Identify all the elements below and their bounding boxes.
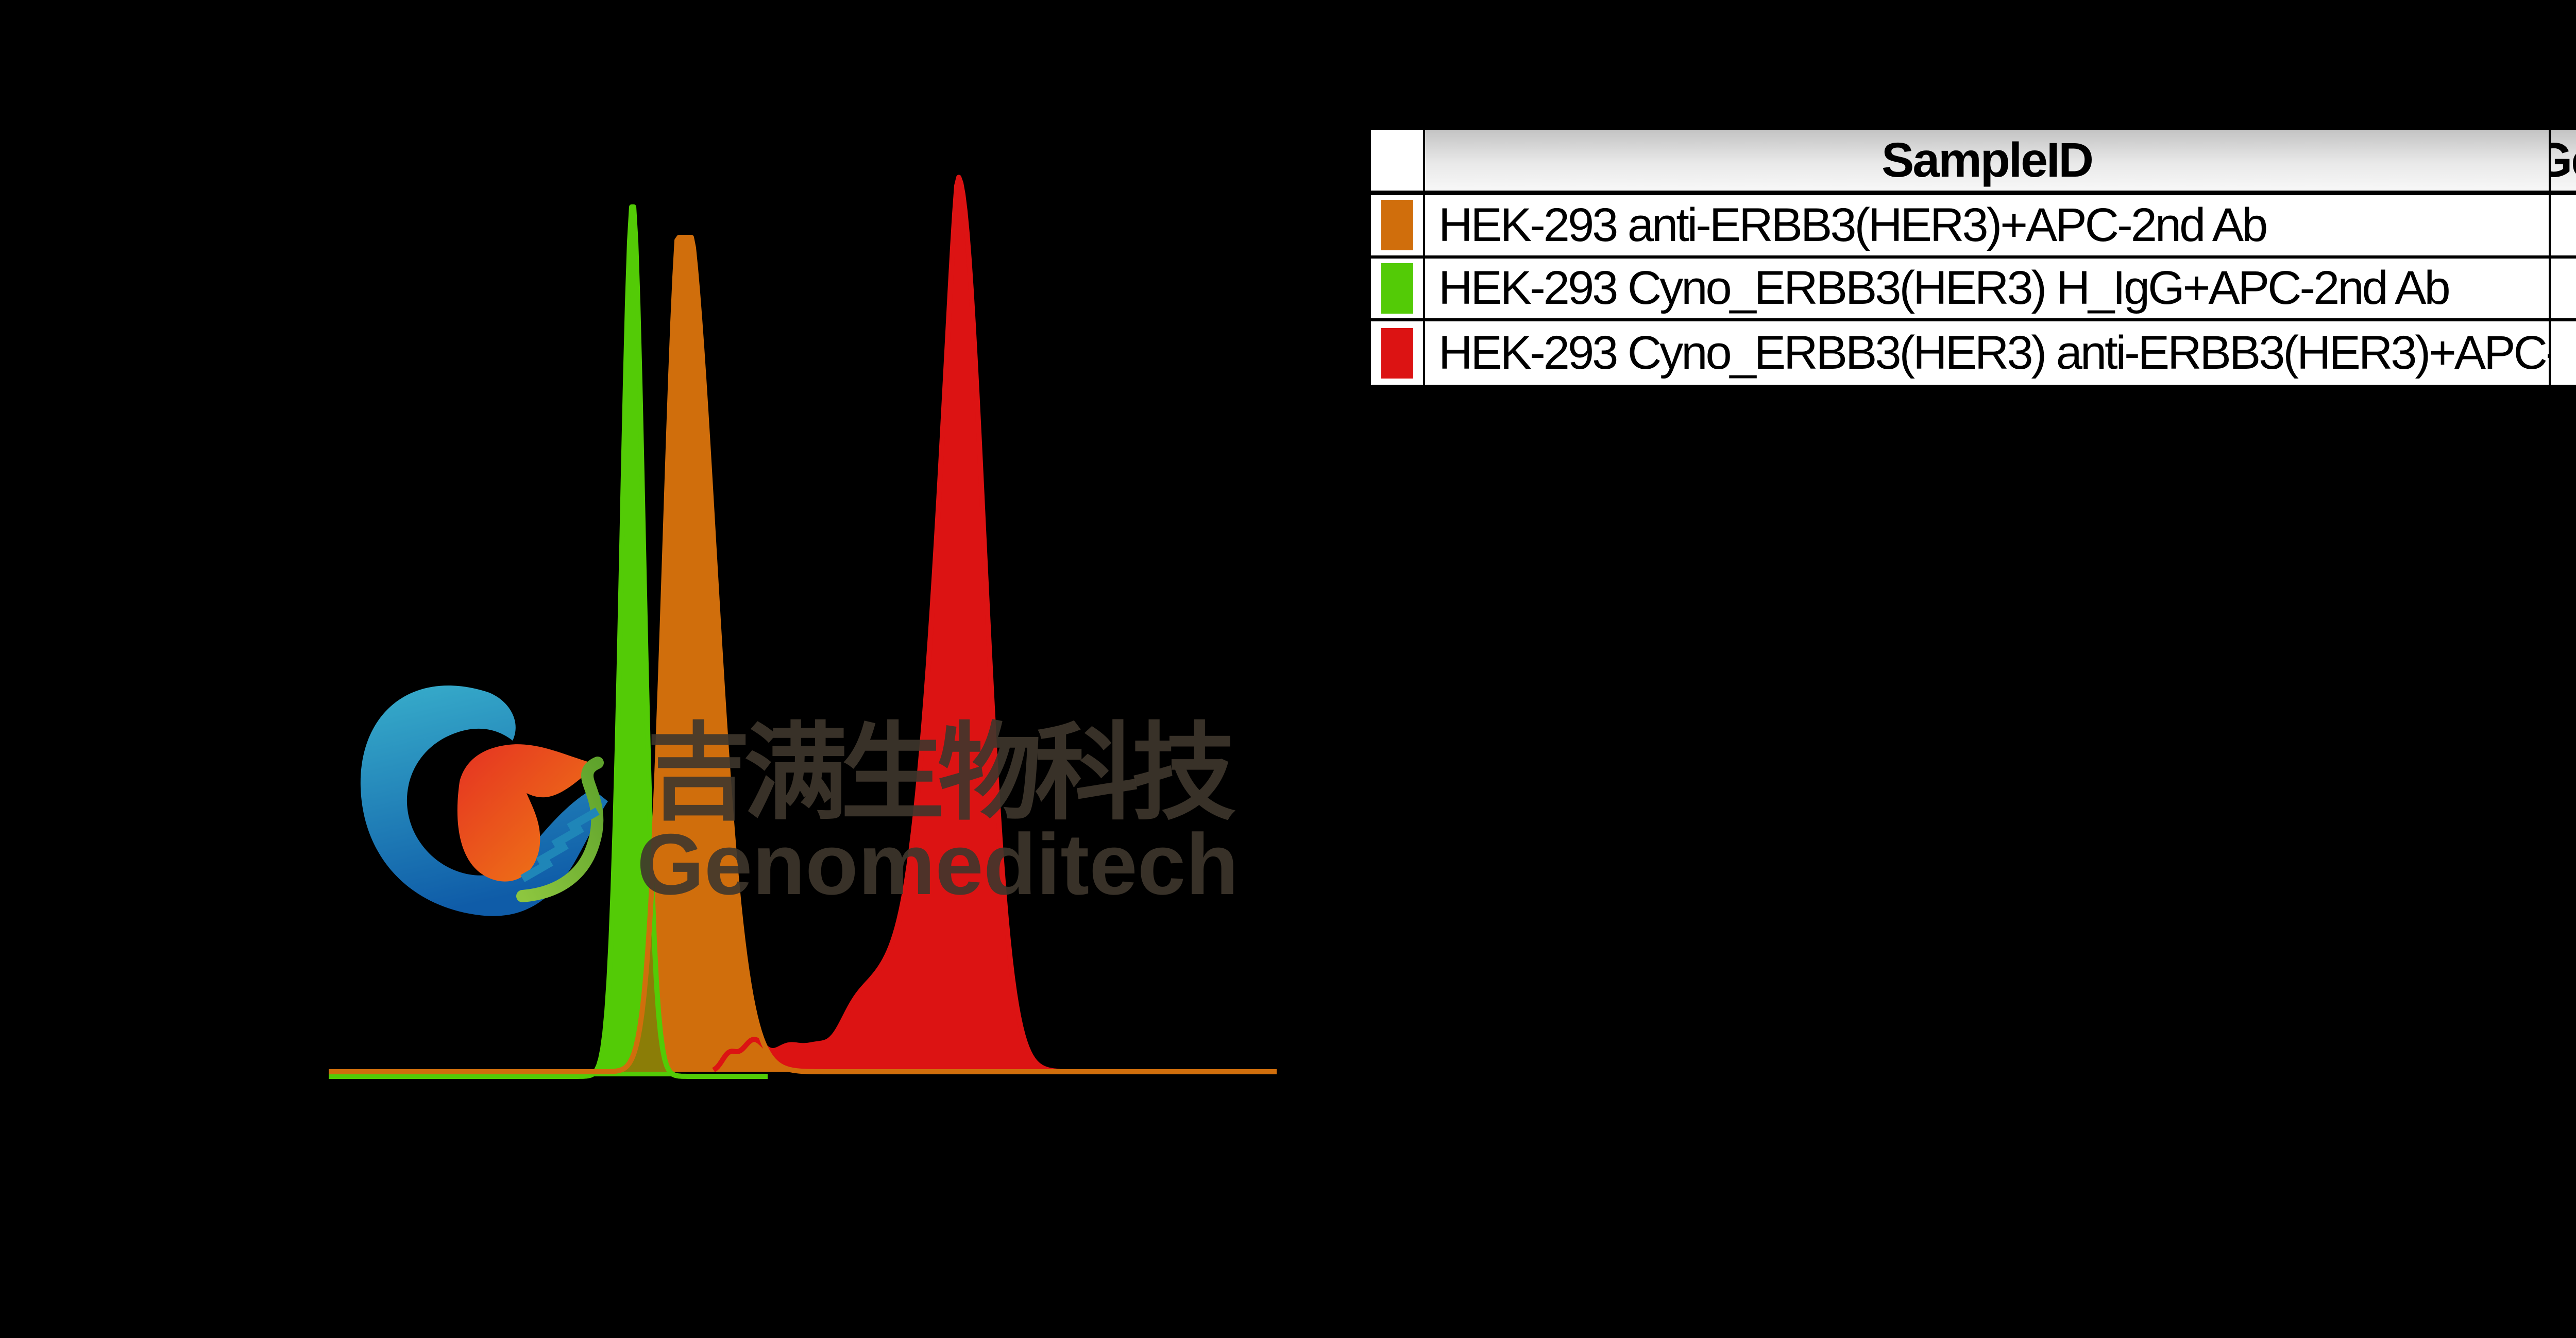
watermark-en-text: Genomeditech	[637, 816, 1239, 913]
legend-row-geomean-value: 588	[2551, 258, 2576, 322]
logo-red-flame	[457, 744, 597, 882]
histogram-outline-1	[328, 204, 768, 1079]
legend-row-sample-label: HEK-293 anti-ERBB3(HER3)+APC-2nd Ab	[1425, 195, 2551, 259]
legend-header-stat: Geometric Mean : FL11-H	[2551, 130, 2576, 195]
series-color-swatch-orange	[1381, 200, 1413, 251]
legend-row-sample-label: HEK-293 Cyno_ERBB3(HER3) H_IgG+APC-2nd A…	[1425, 258, 2551, 322]
legend-row-geomean-value: 293574	[2551, 321, 2576, 385]
histogram-curves	[328, 175, 1278, 1079]
legend-row-geomean-value: 1552	[2551, 195, 2576, 259]
histogram-fill-2	[714, 177, 1060, 1072]
histogram-outline-0	[328, 235, 1277, 1074]
legend-row-swatch-cell	[1371, 258, 1425, 322]
legend-header-sample: SampleID	[1425, 130, 2551, 195]
legend-header-swatch-cell	[1371, 130, 1425, 195]
legend-row-swatch-cell	[1371, 321, 1425, 385]
histogram-outline-2	[712, 175, 1060, 1074]
logo-dna-rungs	[520, 808, 600, 882]
legend-row-swatch-cell	[1371, 195, 1425, 259]
series-color-swatch-green	[1381, 263, 1413, 314]
genomeditech-logo	[360, 685, 608, 916]
series-color-swatch-red	[1381, 328, 1413, 379]
legend-row-sample-label: HEK-293 Cyno_ERBB3(HER3) anti-ERBB3(HER3…	[1425, 321, 2551, 385]
logo-green-dna-strand	[516, 757, 604, 902]
legend-table: SampleID Geometric Mean : FL11-H HEK-293…	[1368, 127, 2576, 388]
histogram-fill-0	[329, 237, 1278, 1072]
watermark-cn-text: 吉满生物科技	[647, 712, 1236, 835]
